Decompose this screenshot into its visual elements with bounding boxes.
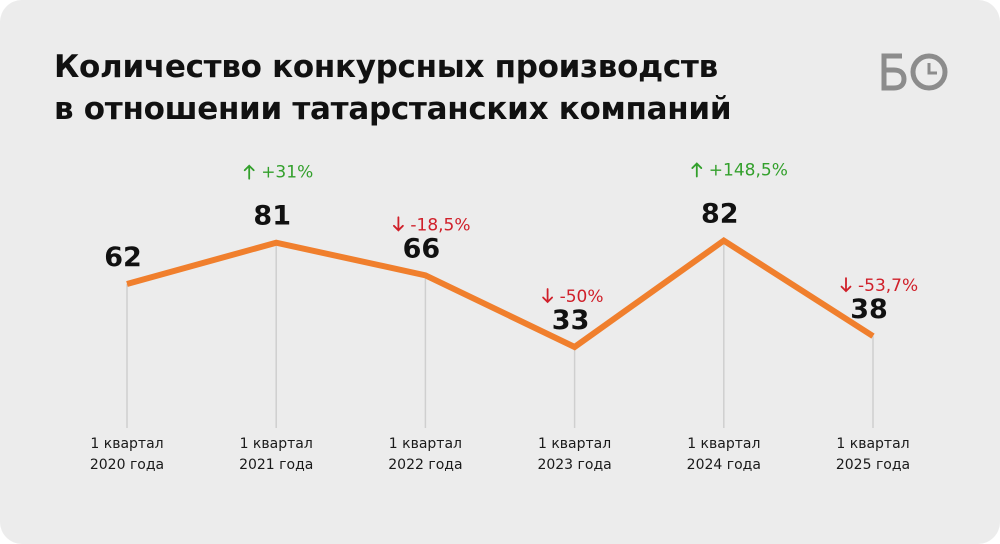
change-label: -50% xyxy=(542,287,604,307)
x-tick-label-line-1: 1 квартал xyxy=(687,436,760,452)
x-tick-label-line-1: 1 квартал xyxy=(836,436,909,452)
chart-title: Количество конкурсных производств в отно… xyxy=(54,46,732,130)
x-tick-label-line-1: 1 квартал xyxy=(240,436,313,452)
chart-title-line-2: в отношении татарстанских компаний xyxy=(54,91,732,127)
arrow-down-icon xyxy=(393,216,404,232)
value-label: 82 xyxy=(701,199,739,230)
x-tick-label-line-2: 2021 года xyxy=(239,457,313,473)
value-label: 38 xyxy=(850,294,888,325)
x-tick-label-line-2: 2023 года xyxy=(537,457,611,473)
chart-title-line-1: Количество конкурсных производств xyxy=(54,49,718,85)
x-tick-label-line-1: 1 квартал xyxy=(538,436,611,452)
value-label: 81 xyxy=(253,201,291,232)
arrow-down-icon xyxy=(542,288,553,304)
value-labels: 62 81 66 33 82 38 xyxy=(104,199,888,336)
change-label: +148,5% xyxy=(691,161,788,181)
x-tick-label-line-2: 2022 года xyxy=(388,457,462,473)
value-label: 62 xyxy=(104,242,142,273)
x-axis-tick-labels: 1 квартал 2020 года 1 квартал 2021 года 1 кв… xyxy=(90,436,910,473)
change-percent: -53,7% xyxy=(858,276,918,296)
change-label: -18,5% xyxy=(393,215,471,235)
change-labels: +31% -18,5% -50% +148,5% -53,7% xyxy=(243,161,918,307)
x-tick-label-line-2: 2024 года xyxy=(687,457,761,473)
change-label: +31% xyxy=(243,163,313,183)
logo-letter-b xyxy=(881,53,907,91)
guide-lines xyxy=(126,240,874,428)
arrow-down-icon xyxy=(840,277,852,293)
clock-icon xyxy=(910,53,948,91)
change-percent: -50% xyxy=(560,287,604,307)
arrow-up-icon xyxy=(691,162,703,178)
value-label: 33 xyxy=(552,305,590,336)
x-tick-label-line-2: 2025 года xyxy=(836,457,910,473)
x-tick-label-line-1: 1 квартал xyxy=(90,436,163,452)
x-tick-label-line-1: 1 квартал xyxy=(389,436,462,452)
change-percent: -18,5% xyxy=(410,215,470,235)
publisher-logo xyxy=(881,53,948,91)
change-percent: +31% xyxy=(261,163,313,183)
change-label: -53,7% xyxy=(840,276,918,296)
series-line xyxy=(126,236,875,351)
arrow-up-icon xyxy=(243,164,255,180)
x-tick-label-line-2: 2020 года xyxy=(90,457,164,473)
value-label: 66 xyxy=(403,233,441,264)
change-percent: +148,5% xyxy=(709,161,788,181)
